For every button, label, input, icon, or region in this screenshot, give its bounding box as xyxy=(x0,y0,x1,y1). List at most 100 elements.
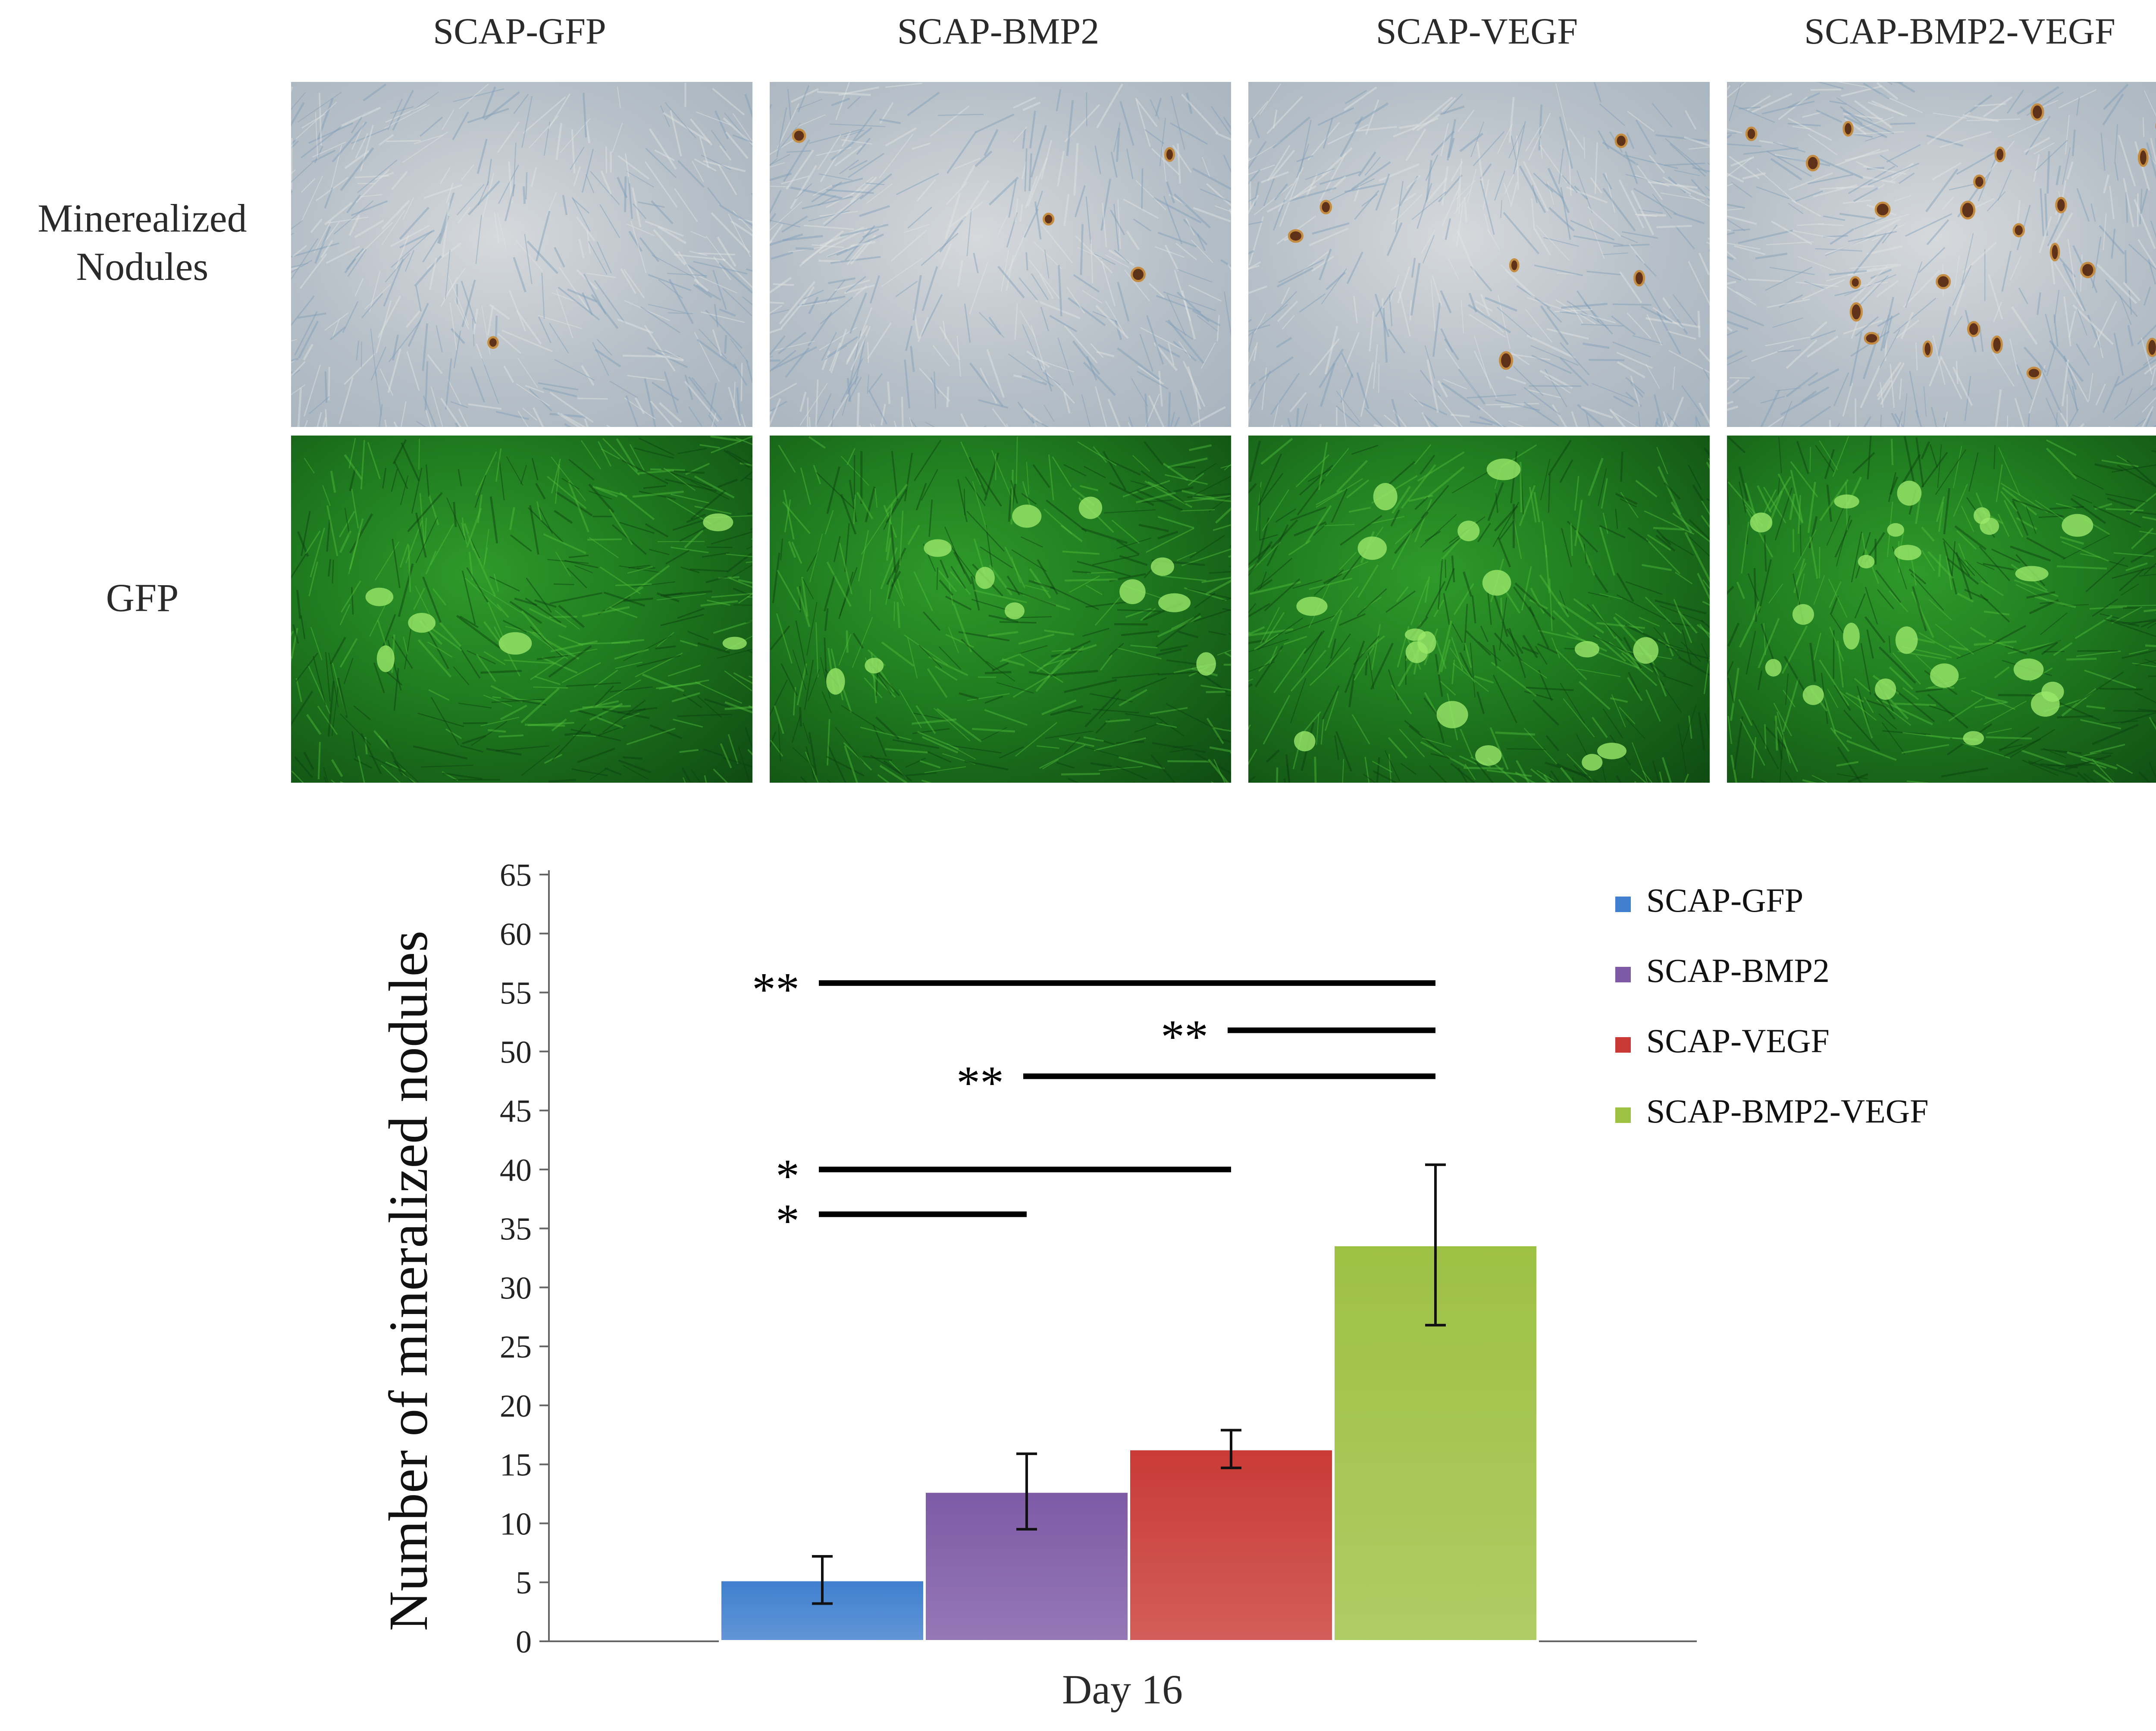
cell-fiber xyxy=(513,94,529,114)
cell-fiber xyxy=(520,687,560,724)
cell-fiber xyxy=(1353,635,1380,665)
cell-fiber xyxy=(1880,382,1884,408)
cell-fiber xyxy=(1140,327,1187,352)
cell-fiber xyxy=(1324,326,1338,375)
cell-fiber xyxy=(2101,459,2139,467)
cell-fiber xyxy=(351,731,357,758)
cell-fiber xyxy=(2016,517,2037,530)
cell-fiber xyxy=(1248,382,1256,391)
cell-fiber xyxy=(984,709,1028,726)
cell-fiber xyxy=(1425,581,1446,618)
cell-fiber xyxy=(1459,132,1484,152)
cell-fiber xyxy=(1348,507,1371,513)
cell-fiber xyxy=(979,727,1007,742)
cell-fiber xyxy=(301,113,325,129)
cell-fiber xyxy=(594,280,626,324)
cell-fiber xyxy=(1248,562,1258,571)
cell-fiber xyxy=(1261,171,1289,183)
cell-fiber xyxy=(1357,588,1387,617)
cell-fiber xyxy=(543,122,551,156)
cell-fiber xyxy=(1357,564,1379,598)
cell-fiber xyxy=(1494,505,1518,532)
cell-fiber xyxy=(331,779,335,783)
cell-fiber xyxy=(1948,698,1983,722)
cell-fiber xyxy=(1075,235,1113,274)
cell-fiber xyxy=(1877,589,1894,610)
cell-fiber xyxy=(714,304,719,327)
cell-fiber xyxy=(947,542,981,586)
cell-fiber xyxy=(1614,636,1640,669)
cell-fiber xyxy=(1567,300,1609,329)
cell-fiber xyxy=(1799,525,1802,557)
cell-fiber xyxy=(627,566,653,574)
cell-fiber xyxy=(1998,447,2021,495)
cell-fiber xyxy=(1559,459,1573,483)
cell-fiber xyxy=(1052,456,1072,487)
cell-fiber xyxy=(860,727,912,741)
cell-fiber xyxy=(1281,287,1290,304)
cell-fiber xyxy=(351,489,359,529)
cell-fiber xyxy=(862,756,893,761)
cell-fiber xyxy=(514,597,537,606)
cell-fiber xyxy=(1702,601,1710,606)
cell-fiber xyxy=(746,359,752,383)
cell-fiber xyxy=(1602,141,1639,166)
cell-fiber xyxy=(896,579,903,599)
cell-fiber xyxy=(2063,355,2077,390)
cell-fiber xyxy=(2075,615,2113,640)
cell-fiber xyxy=(1336,390,1360,423)
cell-fiber xyxy=(1727,157,1752,177)
cell-fiber xyxy=(832,177,863,187)
cell-fiber xyxy=(844,523,850,572)
cell-fiber xyxy=(1344,640,1365,693)
cell-fiber xyxy=(472,308,479,335)
cell-fiber xyxy=(1549,578,1553,631)
cell-fiber xyxy=(461,517,465,536)
fluorescent-cell xyxy=(365,587,394,606)
cell-fiber xyxy=(538,315,582,329)
cell-fiber xyxy=(1825,234,1876,256)
cell-fiber xyxy=(1819,659,1849,706)
cell-fiber xyxy=(1983,563,2014,571)
cell-fiber xyxy=(1130,645,1158,649)
cell-fiber xyxy=(483,694,512,707)
cell-fiber xyxy=(719,145,732,161)
cell-fiber xyxy=(402,197,414,220)
cell-fiber xyxy=(639,490,676,500)
cell-fiber xyxy=(1533,492,1540,523)
cell-fiber xyxy=(1856,686,1873,737)
cell-fiber xyxy=(2029,640,2062,652)
cell-fiber xyxy=(704,698,731,709)
cell-fiber xyxy=(2150,138,2156,165)
cell-fiber xyxy=(1833,684,1851,711)
cell-fiber xyxy=(1774,721,1783,760)
cell-fiber xyxy=(1023,208,1039,238)
cell-fiber xyxy=(1376,757,1380,783)
cell-fiber xyxy=(1890,364,1895,408)
cell-fiber xyxy=(2040,748,2082,754)
cell-fiber xyxy=(555,552,571,577)
cell-fiber xyxy=(555,491,593,517)
cell-fiber xyxy=(970,576,980,611)
cell-fiber xyxy=(663,592,683,597)
cell-fiber xyxy=(1435,640,1447,669)
cell-fiber xyxy=(846,325,868,363)
cell-fiber xyxy=(552,292,578,303)
cell-fiber xyxy=(1017,401,1037,427)
cell-fiber xyxy=(592,342,609,376)
cell-fiber xyxy=(1688,715,1692,739)
cell-fiber xyxy=(1259,83,1282,115)
cell-fiber xyxy=(802,286,815,304)
cell-fiber xyxy=(1727,622,1740,647)
cell-fiber xyxy=(885,82,922,88)
cell-fiber xyxy=(1844,274,1896,296)
cell-fiber xyxy=(1441,382,1481,411)
cell-fiber xyxy=(1745,630,1756,675)
cell-fiber xyxy=(1317,107,1354,126)
cell-fiber xyxy=(1438,174,1463,203)
cell-fiber xyxy=(1997,169,2012,201)
cell-fiber xyxy=(428,495,439,525)
cell-fiber xyxy=(740,363,743,401)
cell-fiber xyxy=(1847,773,1868,783)
cell-fiber xyxy=(1617,361,1646,379)
